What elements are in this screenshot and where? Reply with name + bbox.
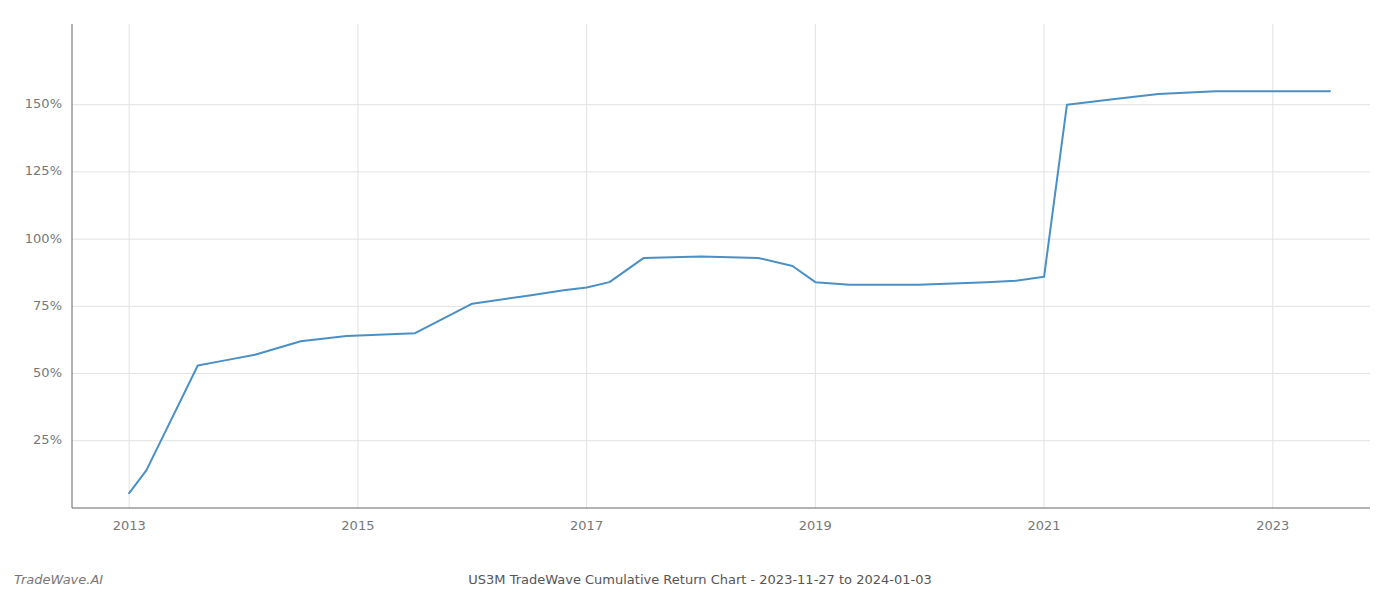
x-grid-line bbox=[129, 24, 130, 508]
x-tick-label: 2023 bbox=[1256, 518, 1289, 533]
x-grid-line bbox=[357, 24, 358, 508]
y-grid-line bbox=[72, 440, 1370, 441]
y-tick-label: 50% bbox=[33, 365, 62, 380]
y-grid-line bbox=[72, 373, 1370, 374]
chart: 25% 50% 75% 100% 125% 150% 2013 2015 2017 2019 202… bbox=[0, 0, 1400, 600]
x-tick-label: 2019 bbox=[799, 518, 832, 533]
y-axis-line bbox=[72, 24, 73, 508]
y-grid-line bbox=[72, 306, 1370, 307]
title: US3M TradeWave Cumulative Return Chart -… bbox=[468, 572, 932, 587]
y-grid-line bbox=[72, 171, 1370, 172]
y-tick-label: 25% bbox=[33, 432, 62, 447]
line bbox=[129, 91, 1330, 493]
y-tick-label: 125% bbox=[25, 163, 62, 178]
y-tick-label: 100% bbox=[25, 231, 62, 246]
x-axis-line bbox=[72, 508, 1370, 509]
y-grid-line bbox=[72, 104, 1370, 105]
watermark: TradeWave.AI bbox=[14, 572, 103, 587]
x-grid-line bbox=[815, 24, 816, 508]
background bbox=[0, 0, 1400, 600]
y-tick-label: 150% bbox=[25, 96, 62, 111]
x-grid-line bbox=[586, 24, 587, 508]
x-grid-line bbox=[1272, 24, 1273, 508]
x-tick-label: 2017 bbox=[570, 518, 603, 533]
x-grid-line bbox=[1044, 24, 1045, 508]
plot-area bbox=[129, 91, 1330, 493]
x-tick-label: 2015 bbox=[341, 518, 374, 533]
axes: 25% 50% 75% 100% 125% 150% 2013 2015 2017 2019 202… bbox=[25, 24, 1370, 533]
y-tick-label: 75% bbox=[33, 298, 62, 313]
y-grid-line bbox=[72, 239, 1370, 240]
grid bbox=[72, 24, 1370, 508]
x-tick-label: 2013 bbox=[113, 518, 146, 533]
x-tick-label: 2021 bbox=[1028, 518, 1061, 533]
